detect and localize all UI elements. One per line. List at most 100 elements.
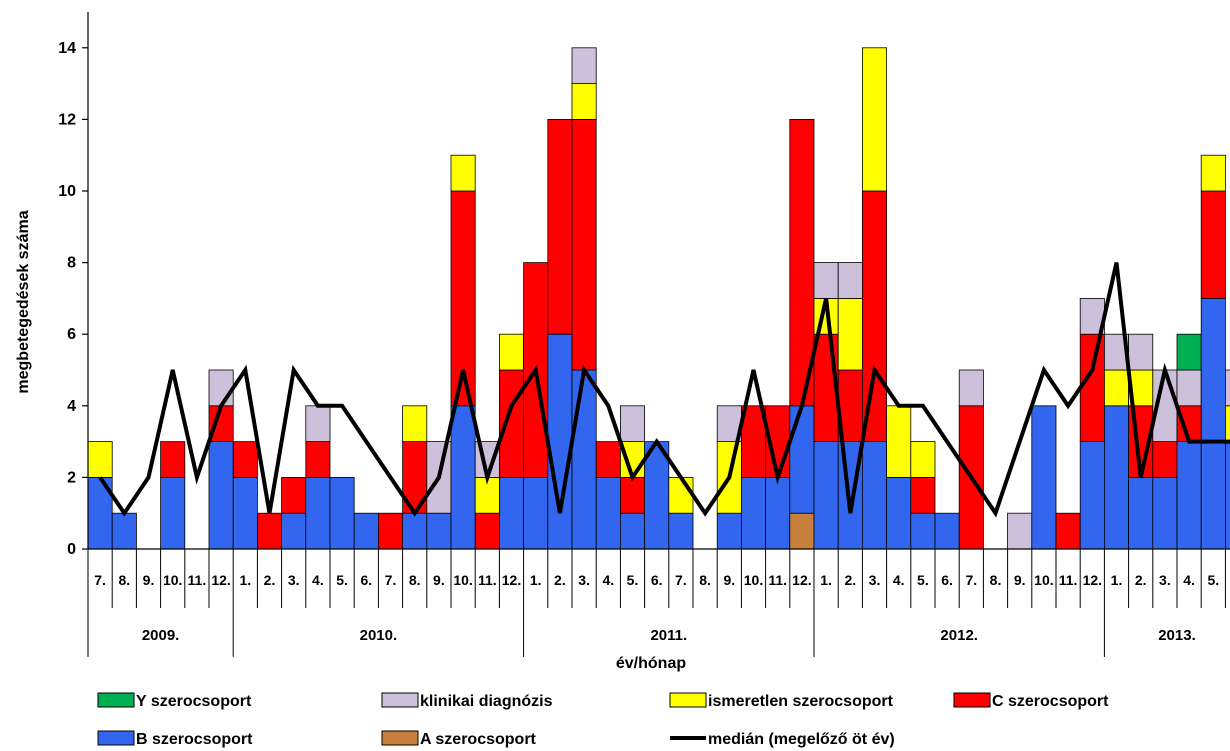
bar-segment-1-15 (450, 405, 476, 550)
month-label-23: 6. (651, 572, 663, 588)
bar-segment-2-16 (474, 512, 500, 550)
bar-segment-1-35 (934, 512, 960, 550)
bar-segment-1-24 (668, 512, 694, 550)
month-label-20: 3. (578, 572, 590, 588)
month-label-8: 3. (288, 572, 300, 588)
bar-segment-3-34 (910, 441, 936, 478)
bar-segment-3-13 (402, 405, 428, 442)
month-label-41: 12. (1083, 572, 1102, 588)
bar-segment-3-33 (886, 405, 912, 478)
bar-segment-4-22 (620, 405, 646, 442)
month-label-34: 5. (917, 572, 929, 588)
month-label-44: 3. (1159, 572, 1171, 588)
month-label-16: 11. (478, 572, 497, 588)
y-tick-label-4: 4 (67, 398, 76, 415)
legend-swatch-1 (381, 692, 419, 708)
month-label-33: 4. (893, 572, 905, 588)
month-label-45: 4. (1183, 572, 1195, 588)
bar-segment-4-30 (813, 262, 839, 299)
x-axis-title: év/hónap (616, 655, 686, 672)
legend-label-1: klinikai diagnózis (420, 693, 553, 710)
bar-segment-3-15 (450, 154, 476, 192)
bar-segment-3-24 (668, 476, 694, 514)
bar-segment-2-17 (498, 369, 524, 478)
bar-segment-2-6 (232, 441, 258, 478)
month-label-46: 5. (1207, 572, 1219, 588)
bar-segment-2-41 (1079, 333, 1105, 443)
year-label-0: 2009. (142, 627, 180, 644)
bar-segment-4-9 (305, 405, 331, 442)
bar-segment-3-42 (1104, 369, 1130, 407)
month-label-32: 3. (869, 572, 881, 588)
bar-segment-1-39 (1031, 405, 1057, 550)
month-label-5: 12. (211, 572, 230, 588)
bar-segment-1-30 (813, 441, 839, 550)
bar-segment-1-28 (765, 476, 791, 550)
bar-segment-4-43 (1128, 333, 1154, 371)
month-label-31: 2. (844, 572, 856, 588)
month-label-39: 10. (1034, 572, 1053, 588)
bar-segment-1-32 (862, 441, 888, 550)
bar-segment-3-46 (1200, 154, 1226, 192)
bar-segment-1-47 (1225, 441, 1230, 550)
month-label-18: 1. (530, 572, 542, 588)
plot-area (87, 47, 1230, 550)
month-label-30: 1. (820, 572, 832, 588)
bar-segment-4-38 (1007, 512, 1033, 550)
bar-segment-2-19 (547, 119, 573, 335)
month-label-15: 10. (453, 572, 472, 588)
bar-segment-5-45 (1176, 333, 1202, 371)
bar-segment-4-36 (958, 369, 984, 407)
bar-segment-1-41 (1079, 441, 1105, 550)
bar-segment-3-0 (87, 441, 113, 478)
month-label-17: 12. (502, 572, 521, 588)
bar-segment-1-22 (620, 512, 646, 550)
y-tick-label-0: 0 (67, 541, 76, 558)
month-label-0: 7. (94, 572, 106, 588)
month-label-1: 8. (118, 572, 130, 588)
bar-segment-1-5 (208, 441, 234, 550)
bar-segment-3-31 (837, 297, 863, 371)
bar-segment-1-19 (547, 333, 573, 550)
month-label-24: 7. (675, 572, 687, 588)
bar-segment-4-5 (208, 369, 234, 407)
bar-segment-3-17 (498, 333, 524, 371)
bar-segment-1-21 (595, 476, 621, 550)
month-label-29: 12. (792, 572, 811, 588)
bar-segment-2-29 (789, 119, 815, 407)
bar-segment-2-22 (620, 476, 646, 514)
month-label-28: 11. (768, 572, 787, 588)
bar-segment-2-27 (741, 405, 767, 478)
y-axis: 0 2 4 6 8 10 12 14 (58, 12, 89, 558)
bar-segment-0-29 (789, 512, 815, 550)
bar-segment-1-10 (329, 476, 355, 550)
month-label-26: 9. (723, 572, 735, 588)
bar-segment-1-26 (716, 512, 742, 550)
bar-segment-2-12 (377, 512, 403, 550)
legend-swatch-0 (97, 692, 135, 708)
bar-segment-2-18 (523, 262, 549, 478)
bar-segment-1-44 (1152, 476, 1178, 550)
y-tick-label-12: 12 (58, 111, 76, 128)
median-line (98, 262, 1230, 518)
bar-segment-1-18 (523, 476, 549, 550)
bar-segment-1-11 (353, 512, 379, 550)
bar-segment-1-17 (498, 476, 524, 550)
bar-segment-4-45 (1176, 369, 1202, 407)
month-label-4: 11. (188, 572, 207, 588)
month-label-27: 10. (744, 572, 763, 588)
bar-segment-1-27 (741, 476, 767, 550)
bar-segment-1-23 (644, 441, 670, 550)
month-label-35: 6. (941, 572, 953, 588)
month-label-14: 9. (433, 572, 445, 588)
bar-segment-3-32 (862, 47, 888, 192)
legend: Y szerocsoport klinikai diagnózis ismeretl… (97, 692, 1109, 748)
legend-swatch-3 (953, 692, 991, 708)
bar-segment-1-33 (886, 476, 912, 550)
bar-segment-4-47 (1225, 369, 1230, 407)
bar-segment-2-7 (256, 512, 282, 550)
month-label-36: 7. (965, 572, 977, 588)
y-tick-label-2: 2 (67, 469, 76, 486)
month-label-9: 4. (312, 572, 324, 588)
bar-segment-1-34 (910, 512, 936, 550)
